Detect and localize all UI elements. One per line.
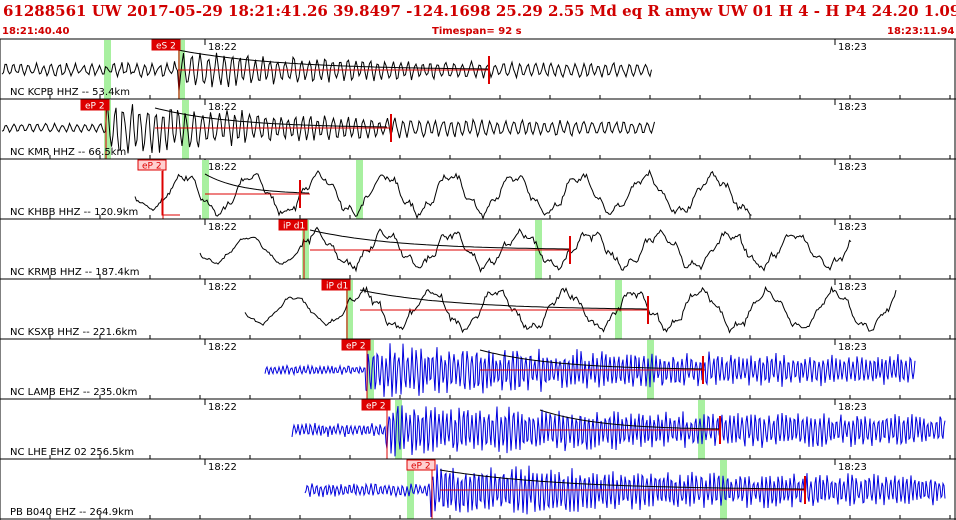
arrival-band bbox=[346, 280, 353, 339]
pick-label-box bbox=[278, 219, 308, 231]
pick-label-box bbox=[321, 279, 351, 291]
waveform-trace bbox=[244, 285, 897, 334]
time-tick-label: 18:22 bbox=[208, 342, 237, 353]
pick-label: eP 2 bbox=[346, 342, 366, 352]
arrival-band bbox=[367, 340, 374, 399]
pick-label-box bbox=[341, 339, 371, 351]
header-bar: 61288561 UW 2017-05-29 18:21:41.26 39.84… bbox=[0, 0, 956, 37]
pick-label: eS 2 bbox=[156, 42, 176, 52]
arrival-band bbox=[302, 220, 309, 279]
coda-curve bbox=[154, 107, 388, 128]
station-label: NC LHE EHZ 02 256.5km bbox=[10, 447, 134, 458]
pick-label: eP 2 bbox=[366, 402, 386, 412]
waveform-trace bbox=[199, 226, 852, 273]
pick-label-box bbox=[361, 399, 391, 411]
coda-curve bbox=[479, 349, 705, 370]
time-tick-label: 18:22 bbox=[208, 162, 237, 173]
coda-curve bbox=[204, 173, 310, 194]
time-tick-label: 18:23 bbox=[838, 462, 867, 473]
time-tick-label: 18:23 bbox=[838, 162, 867, 173]
time-tick-label: 18:22 bbox=[208, 282, 237, 293]
station-label: PB B040 EHZ -- 264.9km bbox=[10, 507, 134, 518]
time-tick-label: 18:23 bbox=[838, 282, 867, 293]
time-tick-label: 18:23 bbox=[838, 102, 867, 113]
waveform-trace bbox=[134, 169, 752, 221]
pick-label-box bbox=[80, 99, 110, 111]
station-label: NC LAMB EHZ -- 235.0km bbox=[10, 387, 137, 398]
pick-label-box bbox=[406, 459, 436, 471]
arrival-band bbox=[356, 160, 363, 219]
pick-label: eP 2 bbox=[142, 162, 162, 172]
station-label: NC KRMB HHZ -- 187.4km bbox=[10, 267, 139, 278]
arrival-band bbox=[104, 100, 111, 159]
time-tick-label: 18:22 bbox=[208, 402, 237, 413]
pick-label-box bbox=[137, 159, 167, 171]
time-tick-label: 18:23 bbox=[838, 342, 867, 353]
end-time: 18:23:11.94 bbox=[887, 26, 955, 37]
pick-bracket bbox=[161, 171, 180, 216]
coda-curve bbox=[439, 469, 804, 490]
pick-label: iP d1 bbox=[326, 282, 348, 292]
time-tick-label: 18:23 bbox=[838, 402, 867, 413]
station-label: NC KCPB HHZ -- 53.4km bbox=[10, 87, 130, 98]
waveform-trace bbox=[304, 464, 946, 518]
station-label: NC KHBB HHZ -- 120.9km bbox=[10, 207, 138, 218]
pick-label-box bbox=[151, 39, 181, 51]
pick-label: eP 2 bbox=[85, 102, 105, 112]
pick-label: eP 2 bbox=[411, 462, 431, 472]
pick-label: iP d1 bbox=[283, 222, 305, 232]
waveform-trace bbox=[1, 52, 652, 92]
coda-curve bbox=[309, 229, 570, 250]
station-label: NC KMR HHZ -- 66.5km bbox=[10, 147, 126, 158]
time-tick-label: 18:22 bbox=[208, 462, 237, 473]
arrival-band bbox=[104, 40, 111, 99]
waveform-trace bbox=[1, 100, 655, 154]
time-tick-label: 18:22 bbox=[208, 222, 237, 233]
waveform-trace bbox=[291, 405, 946, 457]
station-label: NC KSXB HHZ -- 221.6km bbox=[10, 327, 137, 338]
coda-curve bbox=[177, 49, 490, 70]
timespan-label: Timespan= 92 s bbox=[432, 26, 522, 37]
time-tick-label: 18:22 bbox=[208, 102, 237, 113]
coda-curve bbox=[359, 289, 648, 310]
time-tick-label: 18:22 bbox=[208, 42, 237, 53]
time-tick-label: 18:23 bbox=[838, 222, 867, 233]
start-time: 18:21:40.40 bbox=[2, 26, 70, 37]
coda-curve bbox=[539, 409, 721, 430]
time-tick-label: 18:23 bbox=[838, 42, 867, 53]
arrival-band bbox=[202, 160, 209, 219]
arrival-band bbox=[182, 100, 189, 159]
event-title: 61288561 UW 2017-05-29 18:21:41.26 39.84… bbox=[3, 2, 956, 20]
